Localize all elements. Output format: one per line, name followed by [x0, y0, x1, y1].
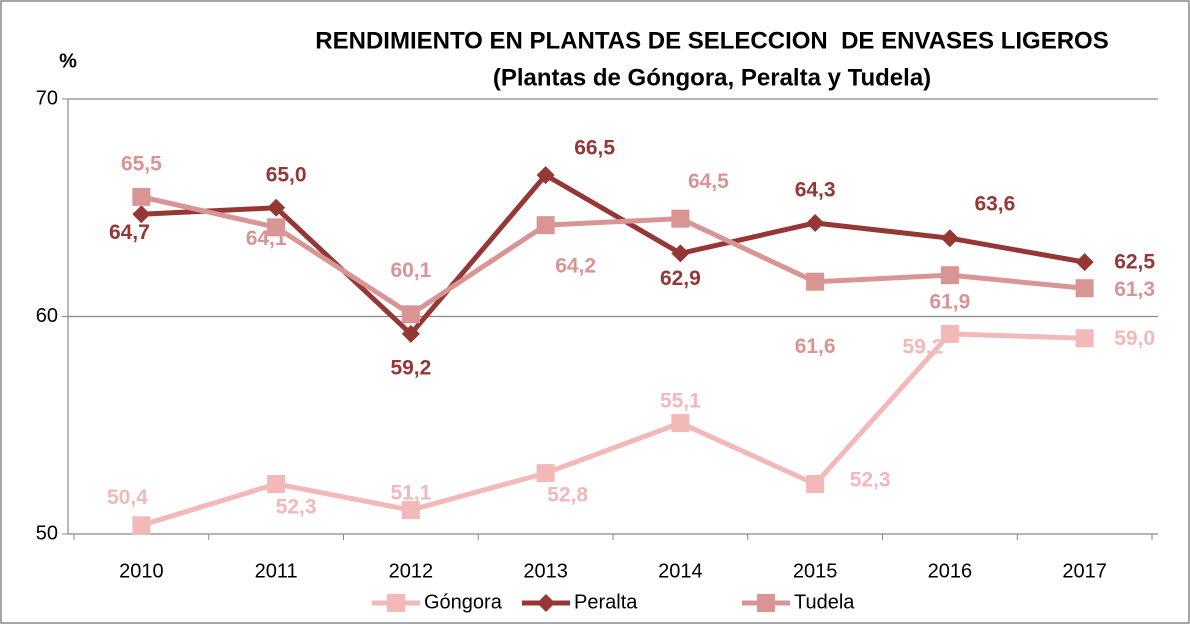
- data-label: 62,9: [660, 267, 701, 290]
- x-tick-label: 2013: [523, 560, 568, 582]
- data-label: 64,2: [555, 255, 596, 278]
- data-label: 59,2: [902, 335, 943, 358]
- point-marker: [940, 229, 959, 248]
- point-marker: [671, 414, 690, 433]
- point-marker: [536, 216, 555, 235]
- point-marker: [401, 501, 420, 520]
- x-tick-label: 2011: [255, 560, 298, 582]
- x-tick-label: 2015: [793, 560, 838, 582]
- point-marker: [401, 305, 420, 324]
- series-line: [140, 331, 1085, 528]
- data-label: 52,3: [850, 469, 891, 492]
- point-marker: [671, 209, 690, 228]
- point-marker: [132, 516, 151, 535]
- point-marker: [806, 272, 825, 291]
- data-label: 50,4: [107, 486, 148, 509]
- data-label: 52,8: [547, 484, 588, 507]
- point-marker: [1075, 329, 1094, 348]
- point-marker: [536, 464, 555, 483]
- y-tick-label: 50: [36, 522, 58, 544]
- x-tick-label: 2014: [658, 560, 703, 582]
- data-label: 51,1: [390, 482, 431, 505]
- data-label: 61,9: [929, 291, 970, 314]
- chart-subtitle: (Plantas de Góngora, Peralta y Tudela): [493, 64, 931, 91]
- data-label: 61,6: [795, 335, 836, 358]
- point-marker: [267, 474, 286, 493]
- point-marker: [940, 266, 959, 285]
- point-marker: [132, 187, 151, 206]
- data-label: 63,6: [974, 193, 1015, 216]
- legend-marker: [537, 594, 555, 612]
- point-marker: [1075, 279, 1094, 298]
- data-label: 64,3: [795, 179, 836, 202]
- data-label: 64,1: [246, 227, 287, 250]
- legend-marker: [387, 594, 405, 612]
- data-label: 64,5: [688, 170, 729, 193]
- data-label: 52,3: [276, 496, 317, 519]
- point-marker: [940, 324, 959, 343]
- legend-marker: [757, 594, 775, 612]
- data-label: 62,5: [1114, 251, 1155, 274]
- point-marker: [267, 198, 286, 217]
- chart-title: RENDIMIENTO EN PLANTAS DE SELECCION DE E…: [315, 27, 1108, 54]
- point-marker: [536, 166, 555, 185]
- legend-label: Peralta: [574, 591, 638, 613]
- data-label: 64,7: [109, 221, 150, 244]
- point-marker: [806, 474, 825, 493]
- series-line: [140, 194, 1085, 317]
- x-tick-label: 2010: [119, 560, 164, 582]
- data-label: 66,5: [574, 137, 615, 160]
- data-label: 59,0: [1114, 327, 1155, 350]
- data-label: 55,1: [660, 390, 701, 413]
- y-tick-label: 70: [36, 87, 58, 109]
- point-marker: [401, 324, 420, 343]
- y-axis-label: %: [59, 50, 77, 72]
- point-marker: [267, 218, 286, 237]
- data-label: 65,0: [266, 163, 307, 186]
- point-marker: [1075, 253, 1094, 272]
- x-tick-label: 2016: [928, 560, 973, 582]
- point-marker: [132, 205, 151, 224]
- legend-label: Góngora: [424, 591, 503, 613]
- data-label: 61,3: [1114, 278, 1155, 301]
- data-label: 60,1: [390, 259, 431, 282]
- y-tick-label: 60: [36, 305, 58, 327]
- point-marker: [806, 213, 825, 232]
- data-label: 59,2: [390, 356, 431, 379]
- x-tick-label: 2017: [1062, 560, 1107, 582]
- series-line: [141, 172, 1086, 337]
- data-label: 65,5: [121, 152, 162, 175]
- legend-label: Tudela: [794, 591, 855, 613]
- point-marker: [671, 244, 690, 263]
- x-tick-label: 2012: [389, 560, 434, 582]
